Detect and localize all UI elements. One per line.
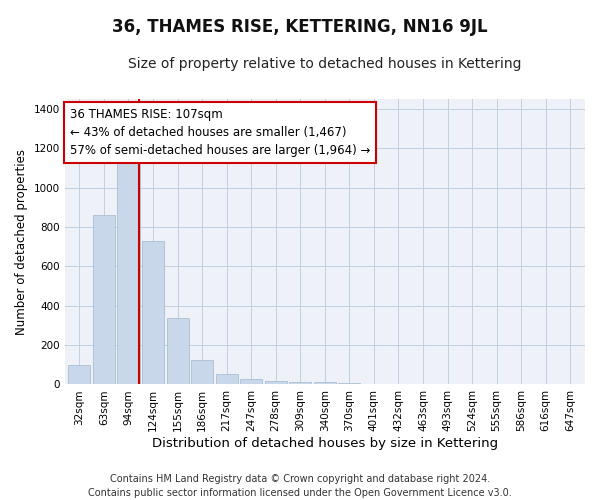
Bar xyxy=(240,378,262,384)
Bar xyxy=(338,383,361,384)
X-axis label: Distribution of detached houses by size in Kettering: Distribution of detached houses by size … xyxy=(152,437,498,450)
Text: 36, THAMES RISE, KETTERING, NN16 9JL: 36, THAMES RISE, KETTERING, NN16 9JL xyxy=(112,18,488,36)
Bar xyxy=(68,365,91,384)
Bar xyxy=(118,158,140,384)
Bar xyxy=(93,215,115,384)
Y-axis label: Number of detached properties: Number of detached properties xyxy=(15,149,28,335)
Bar xyxy=(167,318,188,384)
Bar xyxy=(265,380,287,384)
Bar xyxy=(191,360,213,384)
Bar xyxy=(314,382,336,384)
Title: Size of property relative to detached houses in Kettering: Size of property relative to detached ho… xyxy=(128,58,521,71)
Text: Contains HM Land Registry data © Crown copyright and database right 2024.
Contai: Contains HM Land Registry data © Crown c… xyxy=(88,474,512,498)
Bar xyxy=(142,241,164,384)
Bar xyxy=(215,374,238,384)
Text: 36 THAMES RISE: 107sqm
← 43% of detached houses are smaller (1,467)
57% of semi-: 36 THAMES RISE: 107sqm ← 43% of detached… xyxy=(70,108,370,156)
Bar xyxy=(289,382,311,384)
